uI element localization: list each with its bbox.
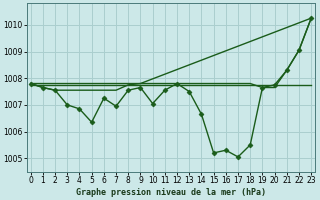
- X-axis label: Graphe pression niveau de la mer (hPa): Graphe pression niveau de la mer (hPa): [76, 188, 266, 197]
